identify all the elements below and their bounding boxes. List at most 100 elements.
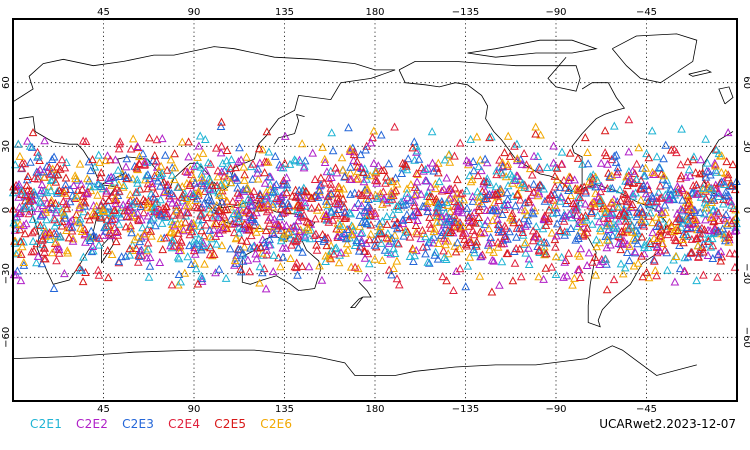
observation-marker [664, 195, 674, 204]
observation-marker [290, 155, 299, 164]
observation-marker [338, 211, 348, 220]
observation-marker [544, 205, 554, 214]
observation-marker [705, 226, 715, 235]
observation-marker [376, 189, 385, 198]
observation-marker [212, 181, 222, 190]
observation-marker [333, 204, 343, 213]
observation-marker [562, 271, 572, 280]
observation-marker [622, 172, 631, 181]
observation-marker [234, 245, 243, 254]
observation-marker [623, 176, 633, 185]
observation-marker [173, 197, 183, 206]
observation-marker [489, 247, 498, 256]
observation-marker [469, 230, 479, 239]
observation-marker [409, 137, 419, 146]
observation-marker [259, 238, 269, 247]
observation-marker [588, 257, 597, 266]
observation-marker [248, 159, 258, 168]
observation-marker [196, 208, 206, 217]
observation-marker [368, 133, 377, 142]
observation-marker [366, 138, 376, 147]
observation-marker [442, 198, 452, 207]
observation-marker [520, 182, 530, 191]
observation-marker [608, 223, 618, 232]
observation-marker [650, 265, 660, 274]
observation-marker [498, 209, 507, 218]
observation-marker [125, 244, 135, 253]
observation-marker [544, 214, 554, 223]
observation-marker [211, 218, 221, 227]
observation-marker [359, 177, 369, 186]
observation-marker [365, 206, 375, 215]
observation-marker [160, 209, 170, 218]
observation-marker [360, 216, 370, 225]
observation-marker [582, 228, 592, 237]
observation-marker [382, 233, 391, 242]
observation-marker [466, 238, 476, 247]
observation-marker [194, 215, 203, 224]
observation-marker [269, 250, 279, 259]
observation-marker [242, 152, 251, 161]
observation-marker [726, 196, 736, 205]
observation-marker [135, 184, 145, 193]
observation-marker [711, 161, 720, 170]
observation-marker [207, 213, 217, 222]
observation-marker [412, 168, 421, 177]
observation-marker [86, 166, 96, 175]
observation-marker [370, 254, 380, 263]
observation-marker [673, 182, 682, 191]
observation-marker [219, 171, 229, 180]
observation-marker [602, 221, 612, 230]
observation-marker [383, 247, 393, 256]
observation-marker [185, 241, 194, 250]
observation-marker [86, 226, 96, 235]
observation-marker [62, 191, 71, 200]
observation-marker [636, 195, 646, 204]
observation-marker [306, 193, 316, 202]
observation-marker [29, 226, 39, 235]
observation-marker [350, 262, 360, 271]
observation-marker [41, 205, 50, 214]
observation-marker [181, 217, 190, 226]
observation-marker [474, 197, 484, 206]
observation-marker [625, 256, 634, 265]
observation-marker [40, 136, 49, 145]
observation-marker [683, 216, 693, 225]
observation-marker [30, 190, 40, 199]
observation-marker [679, 266, 689, 275]
observation-marker [401, 160, 411, 169]
observation-marker [65, 184, 75, 193]
observation-marker [80, 229, 90, 238]
observation-marker [555, 196, 565, 205]
observation-marker [44, 181, 54, 190]
observation-marker [262, 192, 271, 201]
observation-marker [227, 205, 237, 214]
observation-marker [659, 171, 669, 180]
observation-marker [143, 202, 152, 211]
observation-marker [167, 198, 177, 207]
observation-marker [357, 235, 366, 244]
observation-marker [230, 256, 240, 265]
observation-marker [163, 185, 173, 194]
observation-marker [439, 253, 449, 262]
observation-marker [50, 215, 59, 224]
observation-marker [46, 186, 56, 195]
observation-marker [717, 151, 727, 160]
observation-marker [182, 178, 192, 187]
observation-marker [652, 152, 662, 161]
observation-marker [291, 192, 301, 201]
observation-marker [516, 195, 525, 204]
observation-marker [17, 186, 26, 195]
observation-marker [416, 189, 426, 198]
observation-marker [292, 258, 302, 267]
observation-marker [539, 274, 548, 283]
observation-marker [247, 212, 256, 221]
observation-marker [205, 232, 215, 241]
observation-marker [536, 181, 546, 190]
observation-marker [436, 230, 446, 239]
observation-marker [632, 207, 642, 216]
observation-marker [425, 197, 434, 206]
coastline [718, 86, 734, 105]
observation-marker [483, 216, 493, 225]
observation-marker [160, 150, 170, 159]
